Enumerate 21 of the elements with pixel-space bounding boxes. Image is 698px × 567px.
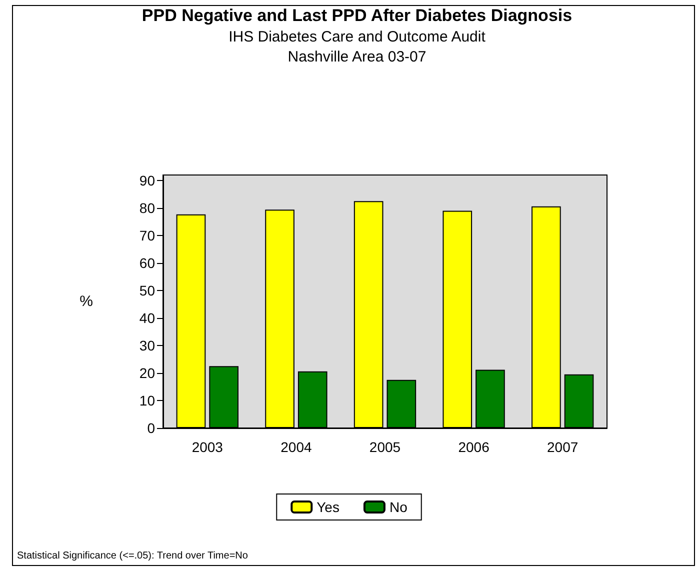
y-tick-label: 10 xyxy=(139,392,156,408)
y-tick-label: 0 xyxy=(147,420,156,436)
legend-label: No xyxy=(389,499,408,515)
y-tick-label: 50 xyxy=(139,282,156,298)
y-tick-label: 70 xyxy=(139,228,156,244)
y-tick-label: 40 xyxy=(139,310,156,326)
y-tick-label: 80 xyxy=(139,200,156,216)
y-tick-label: 60 xyxy=(139,255,156,271)
y-tick-label: 30 xyxy=(139,338,156,354)
text: Statistical Significance (<=.05): Trend over Time=No xyxy=(17,550,248,562)
x-tick-label: 2004 xyxy=(280,439,312,455)
y-axis-title: % xyxy=(80,293,93,310)
x-tick-label: 2007 xyxy=(547,439,578,455)
y-tick-label: 90 xyxy=(139,172,156,188)
chart-subtitle: IHS Diabetes Care and Outcome Audit Nashville Area 03-07 xyxy=(228,28,486,66)
legend-label: Yes xyxy=(316,499,340,515)
chart-title: PPD Negative and Last PPD After Diabetes Diagnosis xyxy=(142,6,572,25)
x-tick-label: 2005 xyxy=(369,439,401,455)
y-tick-label: 20 xyxy=(139,365,156,381)
x-tick-label: 2003 xyxy=(192,439,224,455)
x-tick-label: 2006 xyxy=(458,439,490,455)
